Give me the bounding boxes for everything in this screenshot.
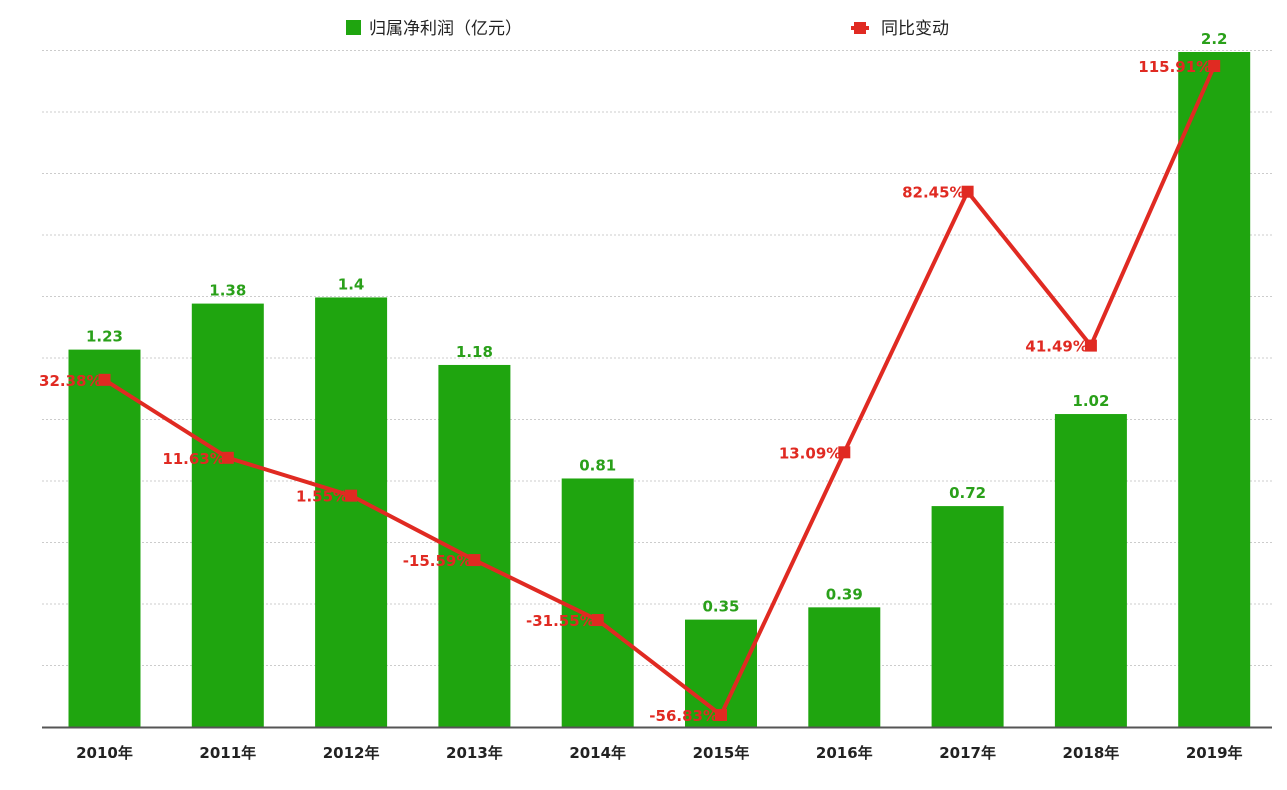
x-tick-label: 2018年	[1063, 744, 1120, 762]
bar-value-label: 0.35	[702, 598, 739, 616]
bar-value-label: 1.38	[209, 282, 246, 300]
bar-value-label: 1.4	[338, 275, 365, 293]
bar-value-label: 2.2	[1201, 30, 1228, 48]
bar	[191, 303, 264, 727]
bar	[1054, 414, 1127, 727]
bar-value-label: 1.02	[1072, 392, 1109, 410]
legend-bar-label: 归属净利润（亿元）	[369, 19, 522, 39]
line-value-labels: 32.38% 11.63% 1.55% -15.59% -31.55% -56.83% 13…	[39, 58, 1211, 725]
line-value-label: -15.59%	[403, 552, 472, 570]
bar	[68, 349, 141, 727]
series-line	[103, 65, 1217, 717]
line-value-label: 41.49%	[1025, 338, 1087, 356]
x-tick-labels: 2010年 2011年 2012年 2013年 2014年 2015年 2016年 2017年…	[76, 744, 1242, 762]
bar	[1178, 52, 1251, 727]
legend-line-label: 同比变动	[881, 19, 949, 39]
bar	[931, 506, 1004, 727]
line-marker	[1208, 60, 1221, 72]
line-marker	[345, 489, 358, 502]
x-tick-label: 2013年	[446, 744, 503, 762]
line-value-label: 32.38%	[39, 372, 101, 390]
line-marker	[221, 451, 234, 464]
bar-value-label: 0.39	[826, 585, 863, 603]
line-value-label: 1.55%	[296, 488, 348, 506]
line-value-label: 13.09%	[779, 444, 841, 462]
bar	[315, 297, 388, 727]
line-series	[98, 60, 1221, 721]
x-tick-label: 2011年	[199, 744, 256, 762]
x-tick-label: 2012年	[323, 744, 380, 762]
bar-value-label: 0.72	[949, 484, 986, 502]
line-value-label: 11.63%	[162, 450, 224, 468]
legend: 归属净利润（亿元） 同比变动	[346, 19, 949, 39]
x-tick-label: 2014年	[569, 744, 626, 762]
line-value-label: -56.83%	[649, 707, 718, 725]
line-marker	[591, 614, 604, 627]
line-marker	[838, 446, 851, 459]
line-marker	[468, 554, 481, 567]
x-tick-label: 2017年	[939, 744, 996, 762]
line-marker	[98, 373, 111, 386]
bar-value-label: 1.18	[456, 343, 493, 361]
x-tick-label: 2010年	[76, 744, 133, 762]
bar	[808, 607, 881, 727]
legend-bar-swatch	[346, 20, 361, 35]
x-tick-label: 2019年	[1186, 744, 1243, 762]
x-tick-label: 2015年	[693, 744, 750, 762]
bar-value-label: 1.23	[86, 328, 123, 346]
line-value-label: 115.91%	[1138, 58, 1211, 76]
bar-value-label: 0.81	[579, 456, 616, 474]
legend-line-swatch	[851, 22, 869, 34]
line-marker	[961, 185, 974, 198]
line-marker	[1084, 339, 1097, 352]
bar	[561, 478, 634, 727]
bar-series	[68, 52, 1251, 727]
line-value-label: 82.45%	[902, 184, 964, 202]
line-marker	[715, 709, 727, 721]
bar-value-labels: 1.23 1.38 1.4 1.18 0.81 0.35 0.39 0.72 1.02 2.2	[86, 30, 1227, 616]
line-value-label: -31.55%	[526, 612, 595, 630]
x-tick-label: 2016年	[816, 744, 873, 762]
